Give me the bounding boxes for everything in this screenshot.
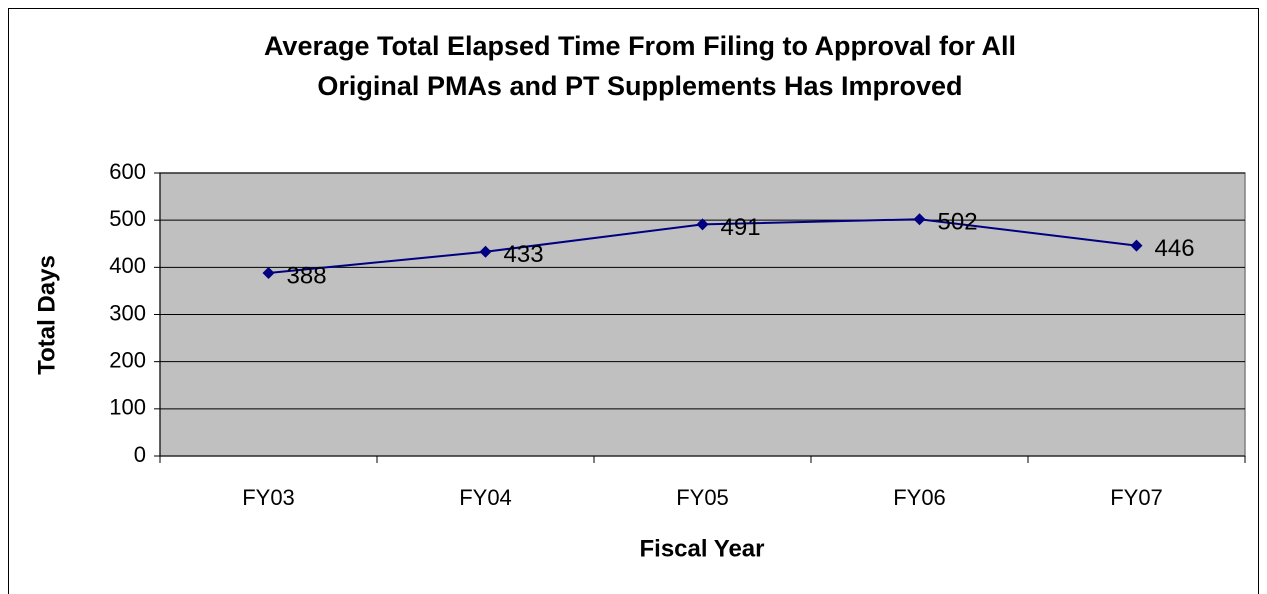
data-label: 446	[1155, 235, 1195, 262]
chart-title: Original PMAs and PT Supplements Has Imp…	[317, 71, 962, 101]
y-tick-label: 200	[109, 347, 146, 372]
chart-title: Average Total Elapsed Time From Filing t…	[264, 31, 1016, 61]
x-tick-label: FY03	[242, 485, 295, 510]
marker	[1130, 239, 1143, 252]
data-label: 502	[938, 209, 978, 236]
y-tick-label: 100	[109, 395, 146, 420]
x-tick-label: FY05	[676, 485, 729, 510]
y-tick-label: 500	[109, 206, 146, 231]
x-tick-label: FY04	[459, 485, 512, 510]
data-label: 433	[504, 241, 544, 268]
x-tick-label: FY06	[893, 485, 946, 510]
y-tick-label: 600	[109, 159, 146, 184]
x-axis-label: Fiscal Year	[640, 535, 765, 562]
marker	[696, 218, 709, 231]
marker	[913, 213, 926, 226]
y-tick-label: 0	[134, 442, 146, 467]
y-axis-label: Total Days	[33, 255, 60, 375]
chart-frame	[8, 8, 1259, 594]
marker	[479, 245, 492, 258]
marker	[262, 266, 275, 279]
x-tick-label: FY07	[1110, 485, 1163, 510]
data-label: 491	[721, 214, 761, 241]
data-label: 388	[287, 262, 327, 289]
y-tick-label: 400	[109, 253, 146, 278]
y-tick-label: 300	[109, 300, 146, 325]
